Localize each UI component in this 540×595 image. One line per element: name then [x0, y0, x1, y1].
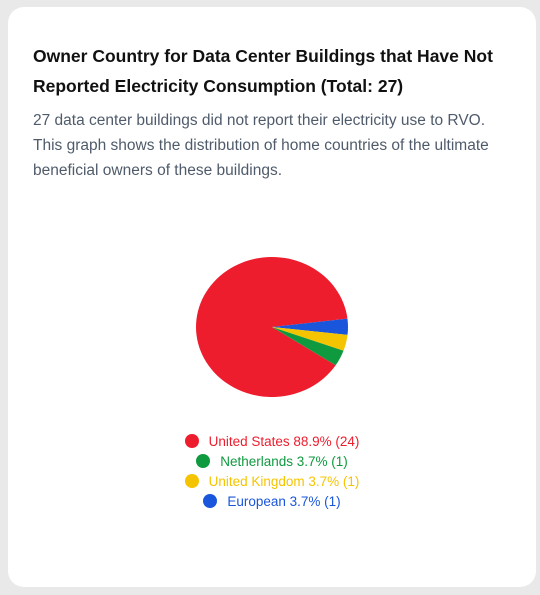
legend-dot-icon: [196, 454, 211, 468]
chart-title: Owner Country for Data Center Buildings …: [33, 46, 493, 96]
legend-item[interactable]: European 3.7% (1): [8, 491, 536, 511]
legend-item[interactable]: United States 88.9% (24): [8, 431, 536, 451]
pie-chart: [196, 257, 348, 397]
chart-card: Owner Country for Data Center Buildings …: [8, 7, 536, 587]
chart-description: 27 data center buildings did not report …: [33, 112, 489, 179]
legend-dot-icon: [184, 474, 199, 488]
legend-label: United States 88.9% (24): [208, 433, 360, 449]
legend-item[interactable]: United Kingdom 3.7% (1): [8, 471, 536, 491]
chart-legend: United States 88.9% (24) Netherlands 3.7%…: [8, 431, 536, 511]
legend-label: European 3.7% (1): [227, 493, 341, 509]
legend-label: Netherlands 3.7% (1): [220, 453, 348, 469]
legend-dot-icon: [184, 434, 199, 448]
pie-slice-european[interactable]: [272, 318, 348, 335]
pie-slice-united-kingdom[interactable]: [272, 327, 348, 351]
pie-slice-united-states[interactable]: [196, 257, 348, 397]
pie-slice-netherlands[interactable]: [272, 327, 344, 366]
legend-dot-icon: [203, 494, 218, 508]
legend-item[interactable]: Netherlands 3.7% (1): [8, 451, 536, 471]
legend-label: United Kingdom 3.7% (1): [208, 473, 360, 489]
